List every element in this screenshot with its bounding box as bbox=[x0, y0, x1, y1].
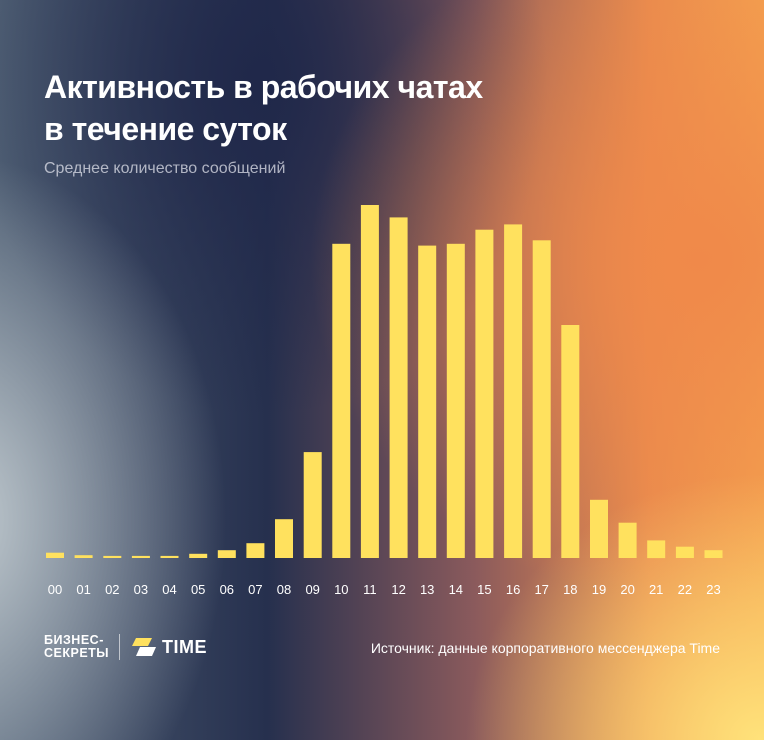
x-tick-label-09: 09 bbox=[305, 582, 319, 597]
bar-02 bbox=[103, 555, 122, 558]
x-tick-label-19: 19 bbox=[592, 582, 606, 597]
bar-08 bbox=[275, 519, 293, 558]
footer-logos: БИЗНЕС- СЕКРЕТЫ TIME bbox=[44, 634, 207, 660]
x-tick-label-06: 06 bbox=[220, 582, 234, 597]
bar-06 bbox=[217, 550, 236, 558]
business-secrets-logo: БИЗНЕС- СЕКРЕТЫ bbox=[44, 634, 109, 660]
time-logo: TIME bbox=[132, 636, 207, 658]
bar-18 bbox=[561, 325, 580, 558]
x-tick-label-15: 15 bbox=[477, 582, 491, 597]
bar-00 bbox=[46, 552, 64, 558]
x-tick-label-18: 18 bbox=[563, 582, 577, 597]
x-tick-label-11: 11 bbox=[363, 582, 377, 597]
bar-09 bbox=[303, 452, 322, 558]
x-tick-label-17: 17 bbox=[534, 582, 548, 597]
brand-line-1: БИЗНЕС- bbox=[44, 633, 104, 647]
x-tick-label-21: 21 bbox=[649, 582, 663, 597]
bar-07 bbox=[246, 543, 265, 558]
bar-21 bbox=[647, 540, 666, 559]
x-tick-label-12: 12 bbox=[391, 582, 405, 597]
source-note: Источник: данные корпоративного мессендж… bbox=[370, 640, 720, 656]
x-tick-label-05: 05 bbox=[191, 582, 205, 597]
bar-03 bbox=[131, 555, 150, 558]
chart-subtitle: Среднее количество сообщений bbox=[44, 160, 286, 177]
logo-divider bbox=[119, 634, 121, 660]
bar-23 bbox=[704, 550, 723, 558]
x-tick-label-04: 04 bbox=[162, 582, 176, 597]
x-tick-label-16: 16 bbox=[506, 582, 520, 597]
x-tick-label-20: 20 bbox=[620, 582, 634, 597]
bar-15 bbox=[475, 229, 494, 558]
bar-17 bbox=[532, 240, 551, 559]
x-tick-label-01: 01 bbox=[76, 582, 90, 597]
bar-14 bbox=[446, 243, 465, 559]
bar-22 bbox=[675, 546, 694, 558]
bar-01 bbox=[74, 555, 93, 558]
bar-12 bbox=[389, 217, 408, 558]
bar-10 bbox=[332, 243, 351, 559]
bar-19 bbox=[590, 499, 608, 558]
x-tick-label-10: 10 bbox=[334, 582, 348, 597]
x-tick-label-03: 03 bbox=[134, 582, 148, 597]
x-tick-label-23: 23 bbox=[706, 582, 720, 597]
x-tick-label-22: 22 bbox=[678, 582, 692, 597]
x-tick-label-02: 02 bbox=[105, 582, 119, 597]
x-tick-label-13: 13 bbox=[420, 582, 434, 597]
bar-05 bbox=[189, 553, 208, 558]
bar-04 bbox=[160, 555, 179, 558]
brand-line-2: СЕКРЕТЫ bbox=[44, 646, 110, 660]
bar-11 bbox=[360, 205, 379, 558]
x-tick-label-08: 08 bbox=[277, 582, 291, 597]
x-tick-label-07: 07 bbox=[248, 582, 262, 597]
chart-title: Активность в рабочих чатах в течение сут… bbox=[44, 66, 564, 150]
x-tick-label-14: 14 bbox=[449, 582, 463, 597]
chart-title-line-1: Активность в рабочих чатах bbox=[44, 69, 483, 105]
time-logo-icon bbox=[132, 638, 157, 656]
bar-13 bbox=[418, 245, 437, 558]
bar-20 bbox=[618, 522, 637, 558]
bar-16 bbox=[504, 224, 523, 558]
time-logo-text: TIME bbox=[162, 636, 208, 657]
x-tick-label-00: 00 bbox=[48, 582, 62, 597]
chart-title-line-2: в течение суток bbox=[44, 111, 287, 147]
